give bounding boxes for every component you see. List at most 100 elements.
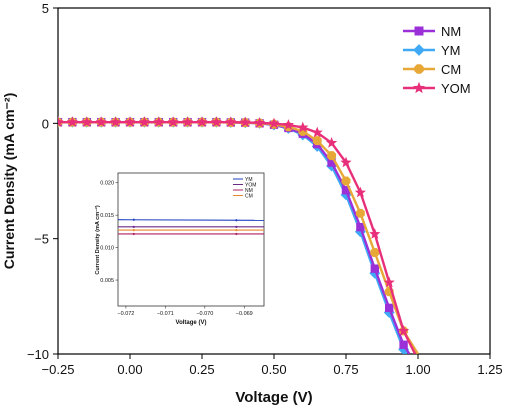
x-tick-label: 1.00 <box>405 362 430 377</box>
inset-legend-item-cm: CM <box>233 193 253 199</box>
data-point-yom <box>182 116 194 127</box>
x-tick-label: 0.75 <box>333 362 358 377</box>
data-point-yom <box>369 228 381 239</box>
inset-legend-label: YOM <box>245 182 256 188</box>
x-tick-label: −0.25 <box>42 362 75 377</box>
data-point-yom <box>354 186 366 198</box>
legend-item-cm: CM <box>403 62 461 77</box>
inset-data-point-ym <box>132 218 135 221</box>
inset-data-point-yom <box>235 225 238 228</box>
inset-data-point-nm <box>235 232 238 236</box>
data-point-yom <box>210 116 222 127</box>
x-tick-label: 1.25 <box>477 362 502 377</box>
inset-y-tick-label: 0.010 <box>100 246 114 252</box>
inset-series-line-ym <box>117 219 265 221</box>
inset-data-point-ym <box>235 219 238 222</box>
legend-item-nm: NM <box>403 24 461 39</box>
inset-legend-label: CM <box>245 193 253 199</box>
main-x-axis-title: Voltage (V) <box>235 389 312 406</box>
legend-marker <box>413 81 425 94</box>
data-point-yom <box>239 116 251 128</box>
data-point-yom <box>66 116 78 127</box>
inset-series-cm <box>118 228 264 232</box>
inset-series-group <box>117 218 265 236</box>
legend-marker <box>413 44 425 56</box>
main-series-group <box>58 116 420 354</box>
data-point-yom <box>254 116 266 128</box>
inset-series-yom <box>118 225 264 228</box>
data-point-cm <box>327 151 337 161</box>
inset-plot-frame <box>117 172 265 307</box>
main-legend: NM YM CM YOM <box>403 24 471 96</box>
data-point-yom <box>81 116 93 127</box>
inset-legend-label: NM <box>245 188 253 194</box>
inset-x-tick-label: −0.072 <box>117 311 134 317</box>
main-y-axis-title: Current Density (mA cm⁻²) <box>1 93 17 269</box>
inset-data-point-yom <box>132 225 135 228</box>
data-point-yom <box>398 325 410 336</box>
inset-y-tick-label: 0.020 <box>100 181 114 187</box>
data-point-yom <box>138 116 150 127</box>
data-point-cm <box>312 136 322 146</box>
data-point-yom <box>95 116 107 127</box>
legend-item-yom: YOM <box>403 81 471 96</box>
data-point-yom <box>282 119 294 130</box>
data-point-yom <box>311 126 323 138</box>
legend-label: YOM <box>441 81 471 96</box>
y-tick-label: −10 <box>27 347 49 362</box>
series-yom <box>58 116 417 354</box>
data-point-yom <box>58 116 64 127</box>
inset-background <box>103 167 269 317</box>
data-point-yom <box>383 276 395 288</box>
data-point-yom <box>340 156 352 168</box>
legend-label: NM <box>441 24 461 39</box>
legend-label: YM <box>441 43 461 58</box>
data-point-nm <box>370 264 379 273</box>
data-point-yom <box>110 116 122 127</box>
inset-data-point-nm <box>132 232 135 236</box>
data-point-yom <box>268 117 280 129</box>
inset-series-nm <box>118 232 264 236</box>
data-point-yom <box>124 116 136 127</box>
inset-legend-item-yom: YOM <box>233 182 256 188</box>
inset-y-ticks: 0.005 0.010 0.015 0.020 <box>100 181 118 284</box>
x-tick-label: 0.25 <box>189 362 214 377</box>
data-point-yom <box>167 116 179 127</box>
x-tick-label: 0.00 <box>117 362 142 377</box>
legend-marker <box>414 64 424 74</box>
inset-data-point-cm <box>132 228 135 232</box>
legend-marker <box>414 26 424 36</box>
data-point-yom <box>326 137 338 148</box>
data-point-cm <box>370 248 380 257</box>
inset-y-axis-title: Current Density (mA cm⁻²) <box>94 205 101 274</box>
inset-x-tick-label: −0.069 <box>236 311 253 317</box>
data-point-ym <box>354 226 366 238</box>
main-x-ticks: −0.25 0.00 0.25 0.50 0.75 1.00 1.25 <box>42 354 503 377</box>
data-point-cm <box>341 176 351 186</box>
inset-data-point-cm <box>235 228 238 232</box>
data-point-yom <box>196 116 208 127</box>
x-tick-label: 0.50 <box>261 362 286 377</box>
data-point-nm <box>341 186 351 195</box>
inset-x-tick-label: −0.070 <box>196 311 213 317</box>
inset-plot: −0.072 −0.071 −0.070 −0.069 0.005 0.010 0.015… <box>94 167 269 326</box>
legend-item-ym: YM <box>403 43 461 58</box>
y-tick-label: 5 <box>42 1 49 16</box>
data-point-nm <box>327 158 336 167</box>
inset-legend-item-nm: NM <box>233 188 253 194</box>
data-point-yom <box>297 121 309 133</box>
inset-x-ticks: −0.072 −0.071 −0.070 −0.069 <box>117 306 253 317</box>
inset-legend-label: YM <box>245 177 253 183</box>
inset-legend-item-ym: YM <box>233 177 253 183</box>
legend-label: CM <box>441 62 461 77</box>
data-point-cm <box>355 208 365 218</box>
inset-series-ym <box>117 218 265 222</box>
inset-y-tick-label: 0.015 <box>100 213 114 219</box>
data-point-nm <box>356 222 365 232</box>
y-tick-label: 0 <box>42 116 49 131</box>
inset-x-tick-label: −0.071 <box>157 311 174 317</box>
main-y-ticks: −10 −5 0 5 <box>27 1 58 362</box>
